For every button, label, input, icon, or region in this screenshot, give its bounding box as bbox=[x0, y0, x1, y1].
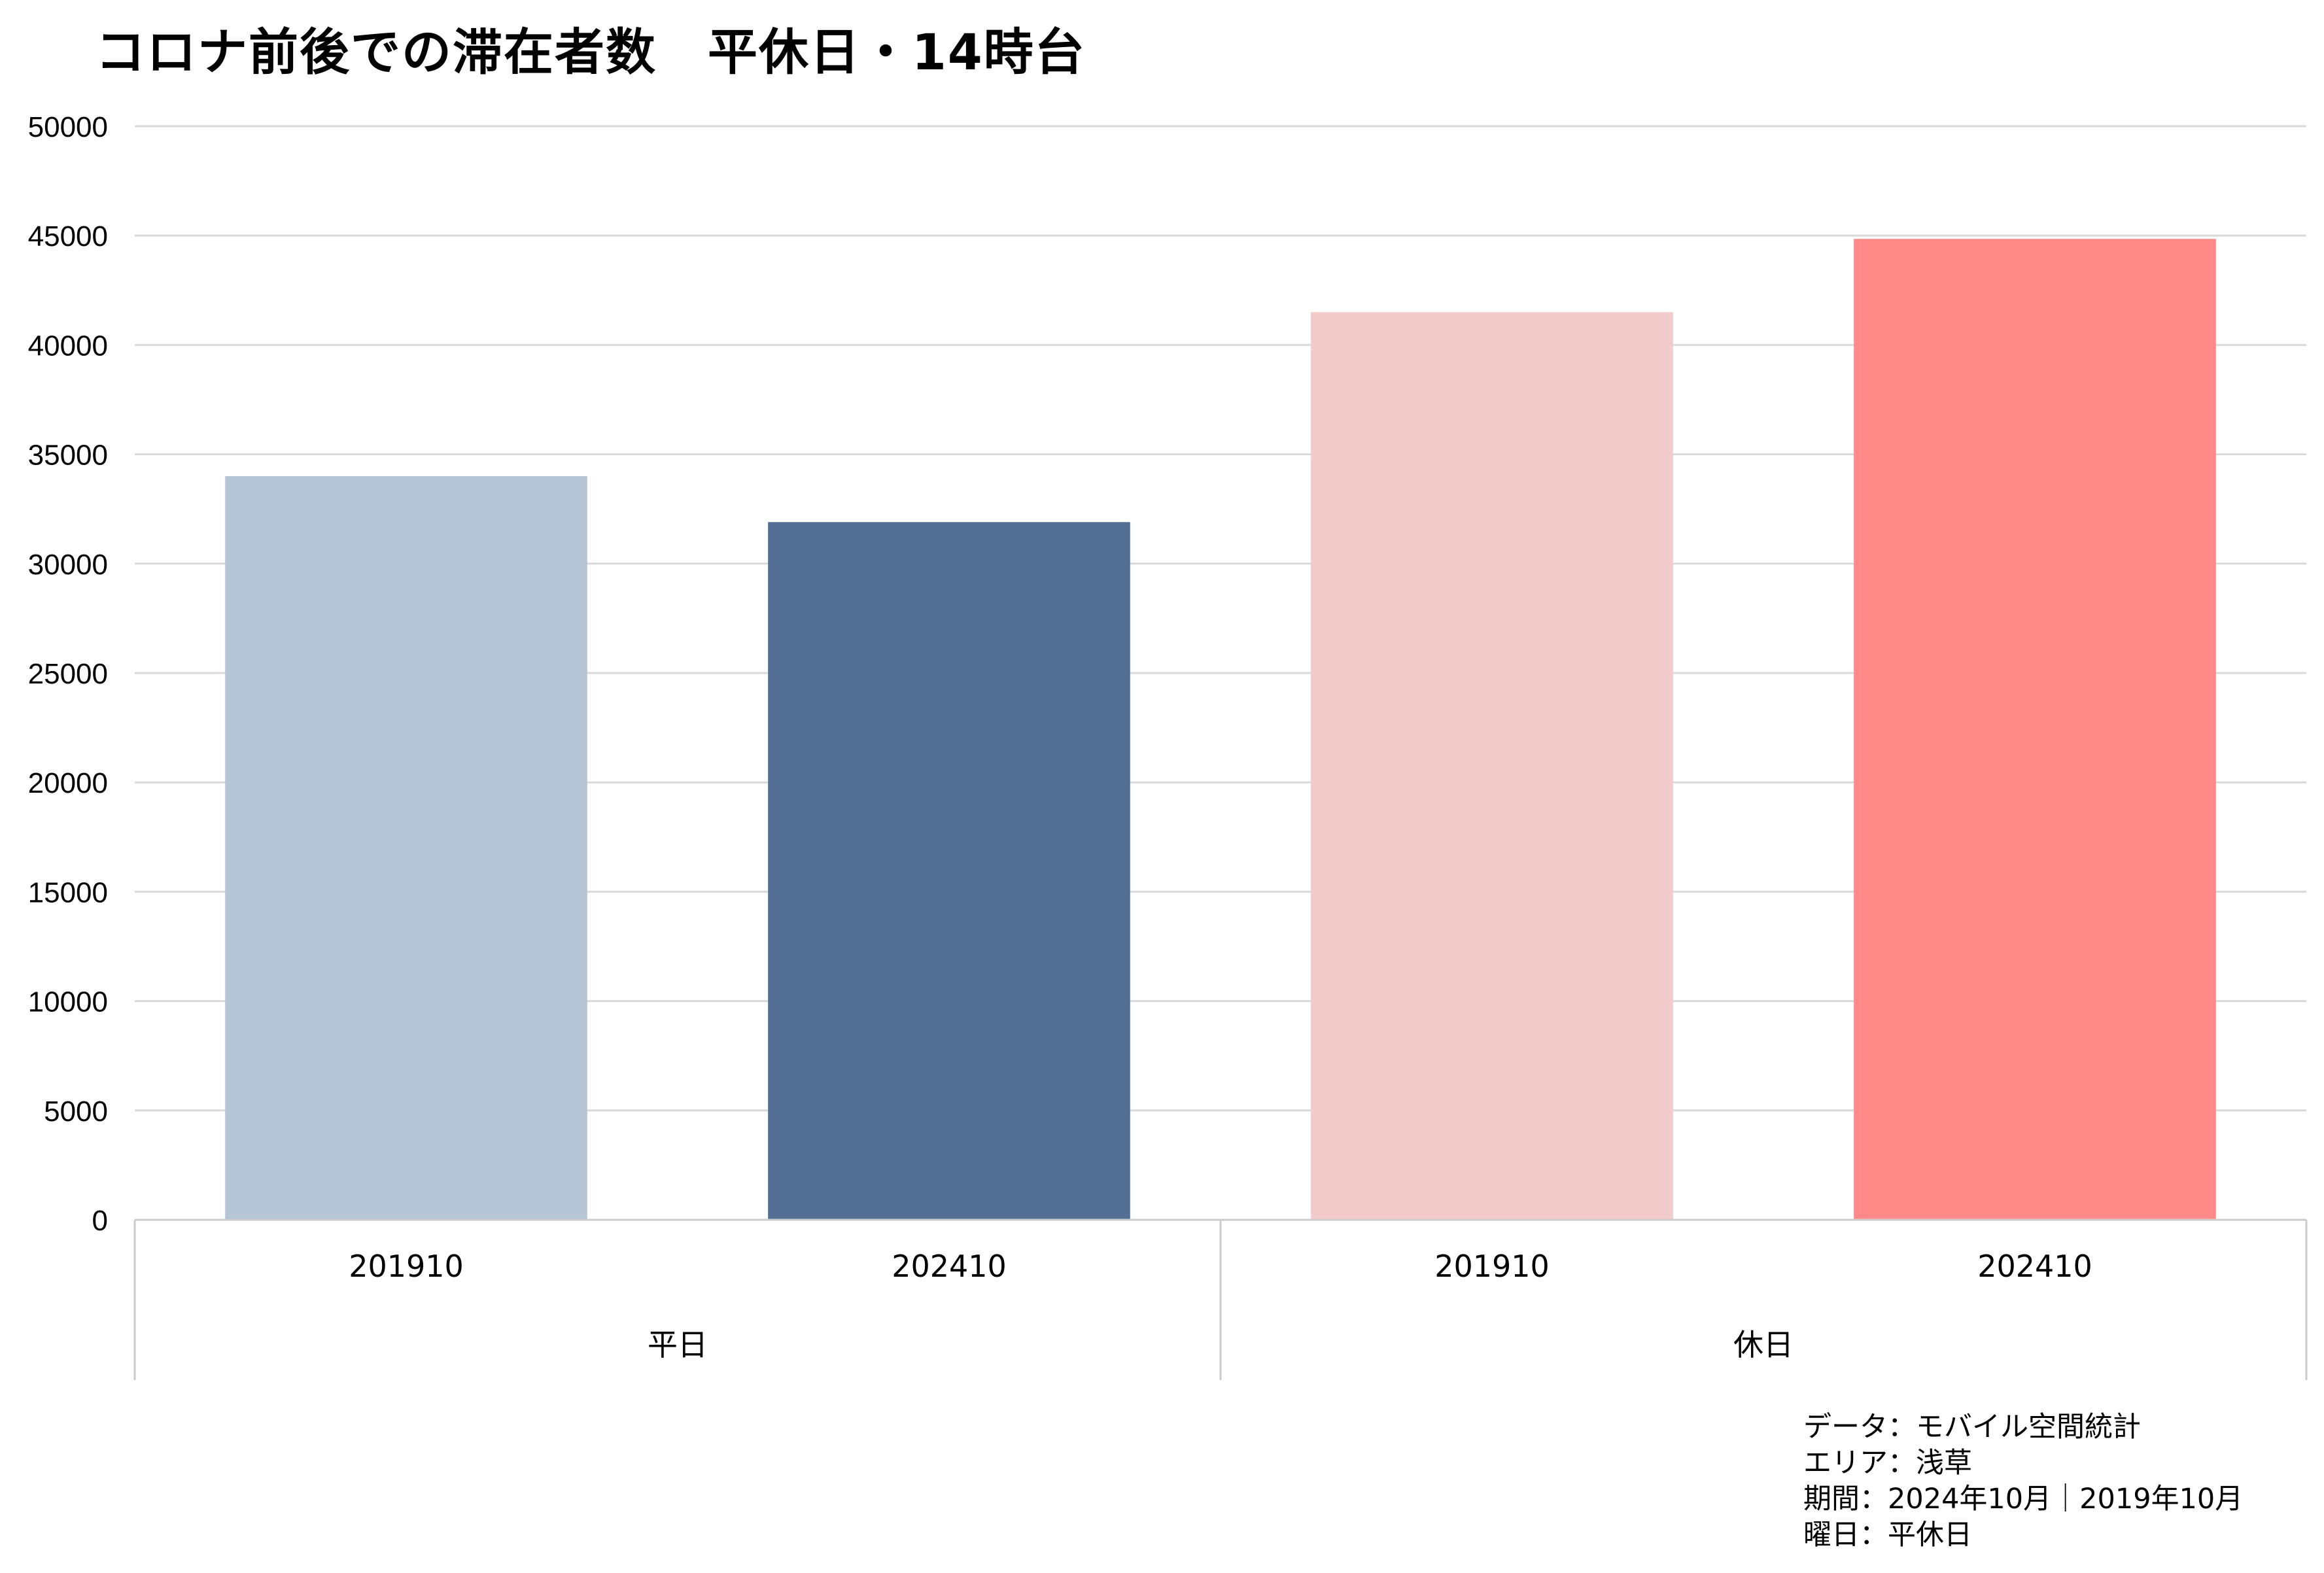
bar bbox=[768, 522, 1130, 1220]
y-tick-label: 25000 bbox=[28, 658, 108, 690]
y-tick-label: 15000 bbox=[28, 876, 108, 908]
x-tick-label: 201910 bbox=[1434, 1249, 1550, 1284]
y-tick-label: 30000 bbox=[28, 549, 108, 581]
bar-chart: 0 5000 10000 15000 20000 25000 30000 35000 40000… bbox=[28, 111, 2308, 1380]
x-tick-label: 202410 bbox=[1977, 1249, 2092, 1284]
y-tick-label: 0 bbox=[92, 1205, 108, 1237]
y-tick-label: 10000 bbox=[28, 986, 108, 1018]
note-data-source: データ：モバイル空間統計 bbox=[1803, 1411, 2141, 1443]
y-tick-label: 40000 bbox=[28, 330, 108, 362]
bar bbox=[1311, 312, 1673, 1220]
y-tick-label: 35000 bbox=[28, 440, 108, 472]
x-tick-label: 201910 bbox=[349, 1249, 464, 1284]
bar bbox=[1854, 239, 2216, 1220]
y-tick-label: 50000 bbox=[28, 111, 108, 143]
x-group-label: 休日 bbox=[1733, 1327, 1794, 1362]
chart-title: コロナ前後での滞在者数 平休日・14時台 bbox=[95, 23, 1086, 81]
y-axis-ticks: 0 5000 10000 15000 20000 25000 30000 35000 40000… bbox=[28, 111, 108, 1237]
x-group-label: 平日 bbox=[648, 1327, 708, 1362]
source-notes: データ：モバイル空間統計 エリア：浅草 期間：2024年10月｜2019年10月… bbox=[1803, 1409, 2243, 1553]
note-day-type: 曜日：平休日 bbox=[1803, 1519, 1972, 1551]
x-axis: 201910 202410 平日 201910 202410 休日 bbox=[133, 1219, 2308, 1380]
note-period: 期間：2024年10月｜2019年10月 bbox=[1803, 1483, 2244, 1515]
y-tick-label: 5000 bbox=[44, 1096, 108, 1128]
x-tick-label: 202410 bbox=[892, 1249, 1007, 1284]
note-area: エリア：浅草 bbox=[1803, 1447, 1972, 1479]
y-tick-label: 20000 bbox=[28, 767, 108, 799]
y-tick-label: 45000 bbox=[28, 220, 108, 252]
bar bbox=[225, 476, 587, 1220]
bars bbox=[225, 239, 2216, 1220]
